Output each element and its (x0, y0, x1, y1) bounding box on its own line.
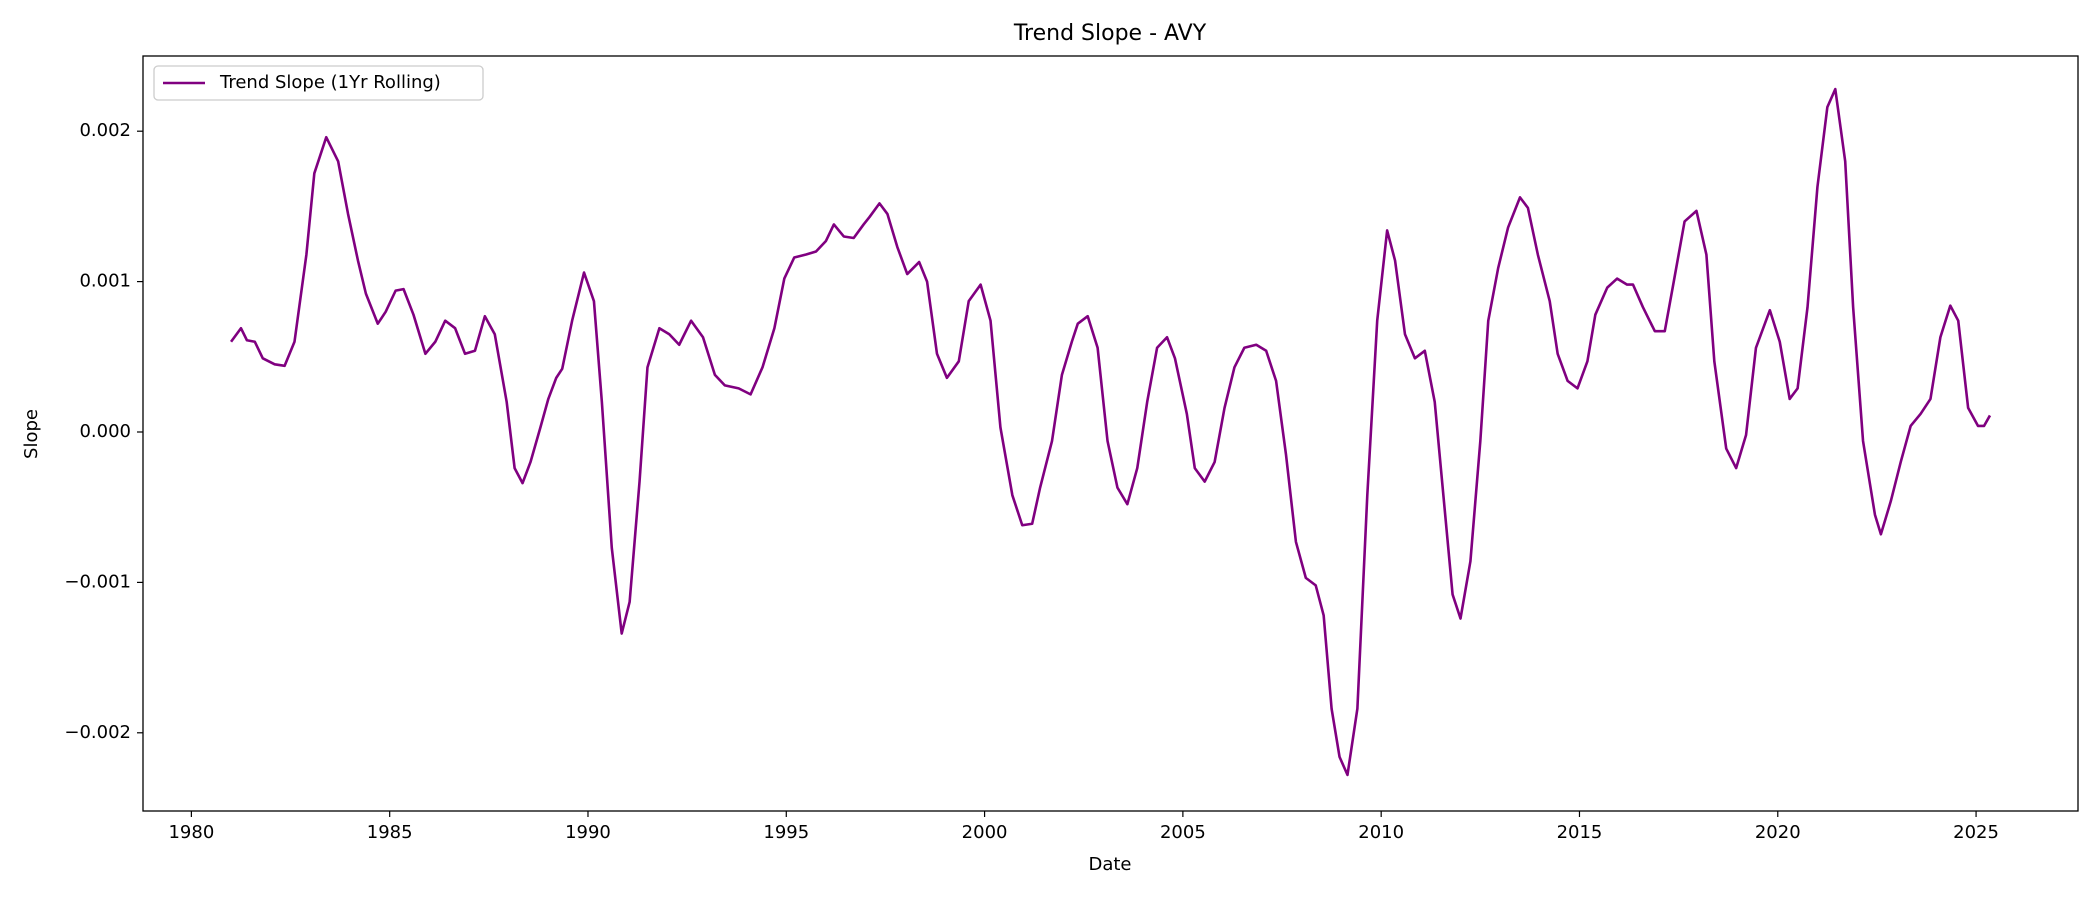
chart-title: Trend Slope - AVY (1013, 21, 1207, 46)
x-tick-label: 1995 (763, 822, 809, 843)
x-tick-label: 2005 (1160, 822, 1206, 843)
legend-label: Trend Slope (1Yr Rolling) (219, 72, 441, 93)
x-tick-label: 2025 (1953, 822, 1999, 843)
legend-box (153, 65, 484, 101)
x-tick-label: 2000 (962, 822, 1008, 843)
data-line (229, 87, 1992, 777)
x-axis-label: Date (1088, 854, 1131, 875)
x-tick-label: 2010 (1358, 822, 1404, 843)
x-tick-label: 1980 (168, 822, 214, 843)
plot-frame (142, 55, 2079, 812)
y-tick-label: 0.001 (79, 271, 131, 292)
y-tick-label: 0.000 (79, 421, 131, 442)
x-tick-label: 1985 (367, 822, 413, 843)
y-tick-label: 0.002 (79, 120, 131, 141)
x-tick-label: 1990 (565, 822, 611, 843)
y-tick-label: −0.002 (64, 722, 131, 743)
x-tick-label: 2020 (1755, 822, 1801, 843)
y-tick-label: −0.001 (64, 571, 131, 592)
y-axis-label: Slope (21, 409, 42, 459)
x-tick-label: 2015 (1557, 822, 1603, 843)
